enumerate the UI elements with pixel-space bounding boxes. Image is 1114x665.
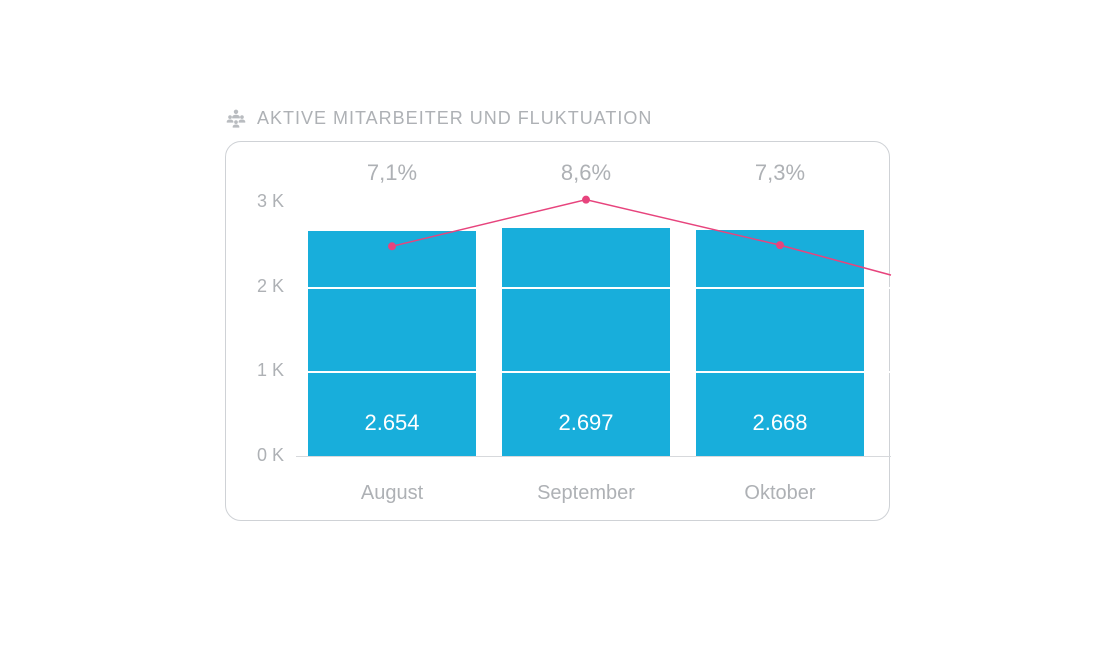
bar-value: 2.668 bbox=[752, 410, 807, 436]
widget-header: AKTIVE MITARBEITER UND FLUKTUATION bbox=[225, 107, 890, 129]
baseline bbox=[296, 456, 891, 457]
people-icon bbox=[225, 107, 247, 129]
employee-fluctuation-widget: AKTIVE MITARBEITER UND FLUKTUATION 2.654… bbox=[225, 107, 890, 521]
y-axis-tick-label: 0 K bbox=[257, 445, 284, 466]
gridline bbox=[296, 287, 891, 289]
category-label: September bbox=[537, 482, 635, 505]
fluctuation-label: 7,3% bbox=[755, 160, 805, 186]
widget-title: AKTIVE MITARBEITER UND FLUKTUATION bbox=[257, 108, 652, 129]
bar-value: 2.697 bbox=[558, 410, 613, 436]
fluctuation-label: 7,1% bbox=[367, 160, 417, 186]
category-label: Oktober bbox=[744, 482, 815, 505]
trend-marker bbox=[582, 196, 590, 204]
chart-panel: 2.654 2.697 2.668 0 K 1 K 2 K 3 K 7,1% 8,6% 7,3% A… bbox=[225, 141, 890, 521]
combo-chart: 2.654 2.697 2.668 0 K 1 K 2 K 3 K 7,1% 8,6% 7,3% A… bbox=[226, 142, 889, 520]
fluctuation-label: 8,6% bbox=[561, 160, 611, 186]
y-axis-tick-label: 2 K bbox=[257, 276, 284, 297]
gridline bbox=[296, 371, 891, 373]
y-axis-tick-label: 3 K bbox=[257, 191, 284, 212]
category-label: August bbox=[361, 482, 423, 505]
bar-value: 2.654 bbox=[364, 410, 419, 436]
y-axis-tick-label: 1 K bbox=[257, 360, 284, 381]
